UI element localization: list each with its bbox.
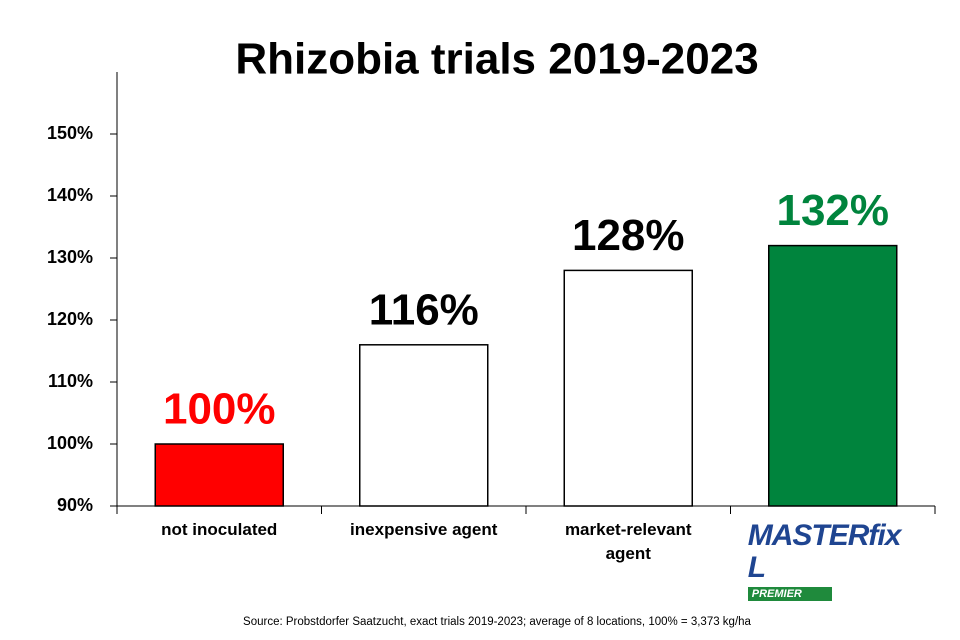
bar xyxy=(563,269,693,507)
y-tick-label: 100% xyxy=(47,433,93,453)
y-tick-label: 110% xyxy=(48,371,93,391)
source-note: Source: Probstdorfer Saatzucht, exact tr… xyxy=(243,616,752,628)
y-tick-label: 90% xyxy=(57,495,93,515)
value-label: 116% xyxy=(369,285,479,334)
value-label: 100% xyxy=(163,385,276,434)
x-tick-label: not inoculated xyxy=(161,520,278,539)
chart-title: Rhizobia trials 2019-2023 xyxy=(235,35,758,84)
x-tick-label: inexpensive agent xyxy=(350,520,498,539)
x-tick-label: market-relevant agent xyxy=(564,520,692,563)
y-tick-label: 130% xyxy=(47,247,93,267)
y-tick-label: 150% xyxy=(47,123,93,143)
bar xyxy=(154,443,284,507)
x-tick-label: MASTERfix L xyxy=(747,519,902,584)
bar xyxy=(359,344,489,507)
y-tick-label: 120% xyxy=(47,309,93,329)
value-label: 132% xyxy=(776,186,889,235)
bar xyxy=(768,244,898,507)
value-label: 128% xyxy=(572,211,685,260)
y-tick-label: 140% xyxy=(47,185,93,205)
logo-badge: PREMIER xyxy=(747,587,832,601)
brand-logo: MASTERfix L PREMIER xyxy=(747,519,918,602)
